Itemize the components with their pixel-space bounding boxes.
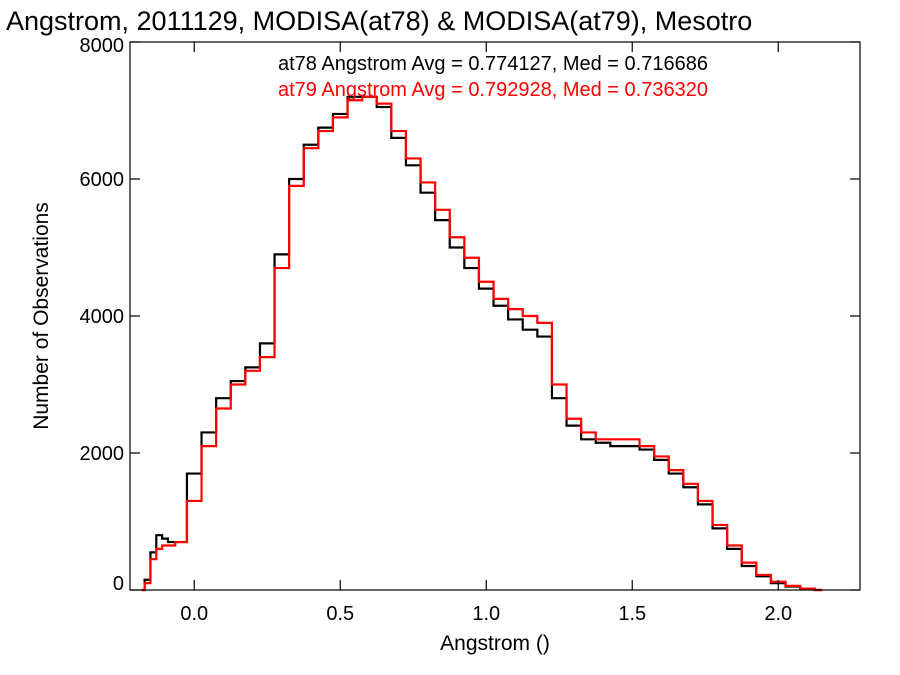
x-tick-label: 1.0 bbox=[472, 603, 500, 625]
x-tick-label: 0.5 bbox=[326, 603, 354, 625]
x-tick-label: 2.0 bbox=[764, 603, 792, 625]
y-tick-label: 4000 bbox=[80, 306, 125, 328]
x-tick-label: 1.5 bbox=[618, 603, 646, 625]
series-line-2 bbox=[141, 95, 823, 592]
x-tick-label: 0.0 bbox=[180, 603, 208, 625]
x-axis-label: Angstrom () bbox=[440, 632, 550, 655]
series-layer bbox=[141, 95, 823, 592]
y-tick-label: 8000 bbox=[80, 35, 125, 57]
ticks-layer: 0.0 0.5 1.0 1.5 2.0 0 2000 4000 6000 8000 bbox=[80, 35, 860, 625]
y-tick-label: 2000 bbox=[80, 443, 125, 465]
legend-entry-at79: at79 Angstrom Avg = 0.792928, Med = 0.73… bbox=[278, 79, 708, 101]
y-tick-label: 0 bbox=[113, 573, 124, 595]
legend-entry-at78: at78 Angstrom Avg = 0.774127, Med = 0.71… bbox=[278, 53, 708, 75]
y-axis-label: Number of Observations bbox=[30, 202, 53, 430]
chart-title: Angstrom, 2011129, MODISA(at78) & MODISA… bbox=[6, 6, 752, 36]
y-tick-label: 6000 bbox=[80, 169, 125, 191]
